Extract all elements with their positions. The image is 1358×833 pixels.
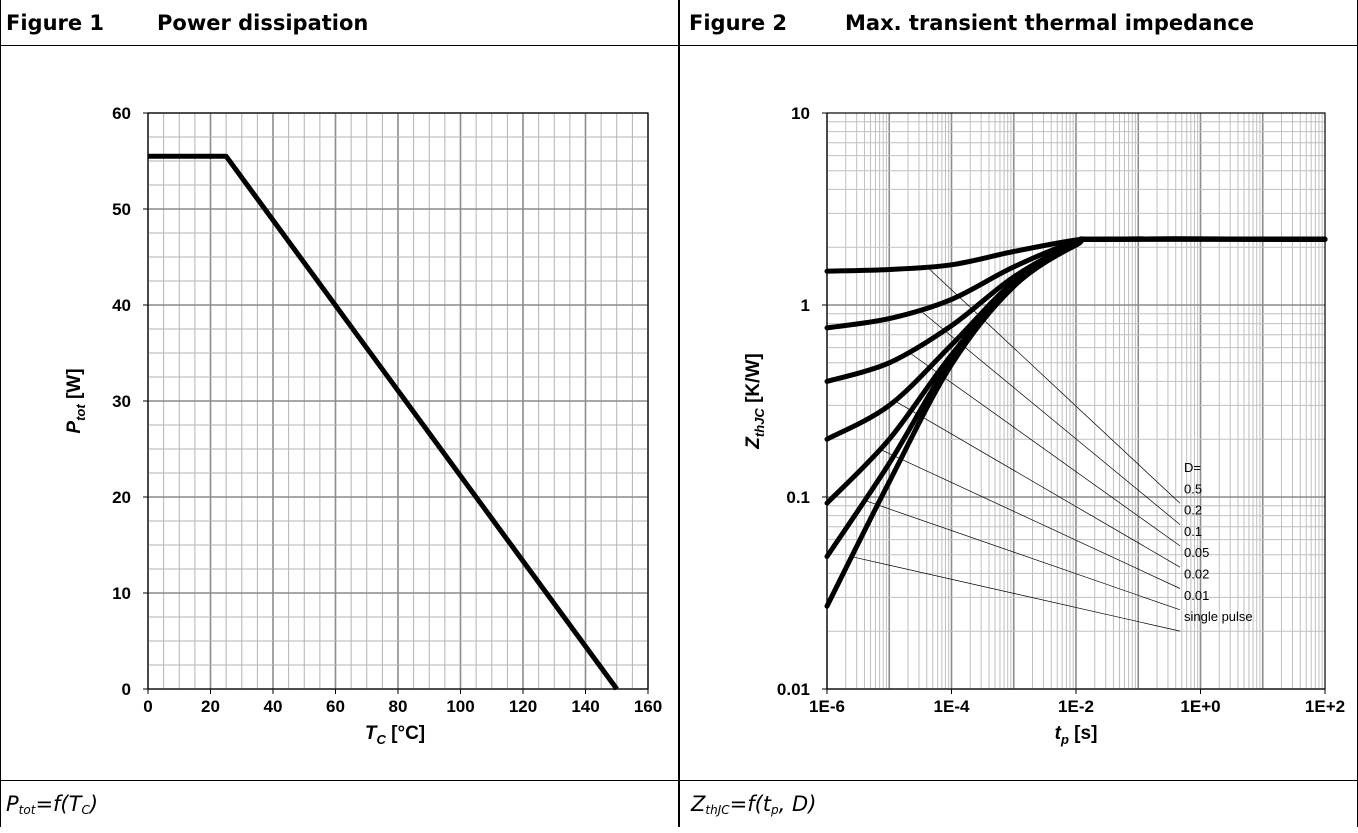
- y-tick-label: 10: [112, 584, 131, 603]
- y-tick-label: 30: [112, 392, 131, 411]
- legend-leader-line: [894, 400, 1181, 568]
- legend-label: 0.1: [1184, 524, 1202, 539]
- y-tick-label: 1: [801, 296, 810, 315]
- x-tick-label: 160: [634, 697, 662, 716]
- panel-divider: [678, 0, 680, 827]
- legend-label: 0.2: [1184, 503, 1202, 518]
- x-tick-label: 0: [143, 697, 152, 716]
- figure-2-title: Max. transient thermal impedance: [845, 11, 1255, 35]
- figure-2-number: Figure 2: [689, 11, 788, 35]
- figure-1-number: Figure 1: [6, 11, 105, 35]
- x-tick-label: 40: [264, 697, 283, 716]
- caption-2-sub: thJC: [705, 803, 730, 817]
- y-tick-label: 10: [791, 104, 810, 123]
- caption-1-sub: tot: [18, 803, 36, 817]
- x-tick-label: 1E-4: [934, 697, 970, 716]
- legend-label: single pulse: [1184, 609, 1253, 624]
- figure-1-caption: Ptot=f(TC): [6, 781, 98, 827]
- caption-2-sub2: p: [771, 803, 779, 817]
- caption-1-main: P: [6, 792, 19, 816]
- x-tick-label: 60: [326, 697, 345, 716]
- y-tick-label: 0.1: [786, 488, 810, 507]
- y-tick-label: 60: [112, 104, 131, 123]
- y-tick-label: 0: [122, 680, 131, 699]
- y-tick-label: 40: [112, 296, 131, 315]
- x-tick-label: 20: [201, 697, 220, 716]
- caption-2-main: Z: [691, 792, 706, 816]
- legend-leader-line: [864, 499, 1181, 611]
- y-tick-label: 20: [112, 488, 131, 507]
- caption-2-end: , D): [778, 792, 817, 816]
- x-tick-label: 120: [509, 697, 537, 716]
- figure-2-panel: Figure 2 Max. transient thermal impedanc…: [679, 0, 1358, 827]
- y-tick-label: 50: [112, 200, 131, 219]
- series-line: [824, 236, 1328, 609]
- legend-label: 0.01: [1184, 588, 1209, 603]
- legend-label: 0.05: [1184, 545, 1209, 560]
- x-tick-label: 80: [389, 697, 408, 716]
- caption-2-mid: =f(t: [729, 792, 772, 816]
- legend-leader-line: [907, 351, 1181, 547]
- legend-leader-line: [879, 448, 1181, 589]
- figure-1-title: Power dissipation: [157, 11, 369, 35]
- legend-label: 0.5: [1184, 481, 1202, 496]
- legend-leader-line: [926, 266, 1181, 504]
- caption-1-end: ): [89, 792, 99, 816]
- power-dissipation-chart: 0 20 40 60 80 100 120 140 160 0 10 20 30 40 50 60 TC [°C…: [64, 104, 662, 747]
- figure-1-chart-area: 0 20 40 60 80 100 120 140 160 0 10 20 30 40 50 60 TC [°C…: [0, 46, 679, 781]
- figure-1-panel: Figure 1 Power dissipation 0 20 40 60 80 100 1…: [0, 0, 679, 827]
- x-tick-label: 140: [571, 697, 599, 716]
- figure-2-title-bar: Figure 2 Max. transient thermal impedanc…: [679, 0, 1358, 46]
- x-tick-label: 1E+2: [1305, 697, 1345, 716]
- x-axis-title: tp [s]: [1055, 723, 1098, 747]
- x-axis-title: TC [°C]: [365, 723, 425, 747]
- y-axis-title: Ptot [W]: [64, 368, 88, 433]
- caption-1-sub2: C: [81, 803, 90, 817]
- figure-2-caption: ZthJC=f(tp, D): [691, 781, 816, 827]
- y-tick-label: 0.01: [777, 680, 810, 699]
- legend-label: 0.02: [1184, 567, 1209, 582]
- x-tick-label: 1E-2: [1058, 697, 1094, 716]
- x-tick-label: 1E-6: [809, 697, 845, 716]
- series-line-power-derating: [148, 153, 619, 691]
- x-tick-label: 100: [446, 697, 474, 716]
- x-tick-label: 1E+0: [1180, 697, 1220, 716]
- legend-title: D=: [1184, 460, 1201, 475]
- figure-1-title-bar: Figure 1 Power dissipation: [0, 0, 679, 46]
- legend-leader-line: [851, 556, 1181, 632]
- figure-2-chart-area: 1E-6 1E-4 1E-2 1E+0 1E+2 0.01 0.1 1 10 D= 0.5 0.2 0.…: [679, 46, 1358, 781]
- caption-1-mid: =f(T: [35, 792, 82, 816]
- y-axis-title: ZthJC [K/W]: [743, 353, 767, 449]
- thermal-impedance-chart: 1E-6 1E-4 1E-2 1E+0 1E+2 0.01 0.1 1 10 D= 0.5 0.2 0.…: [743, 104, 1345, 747]
